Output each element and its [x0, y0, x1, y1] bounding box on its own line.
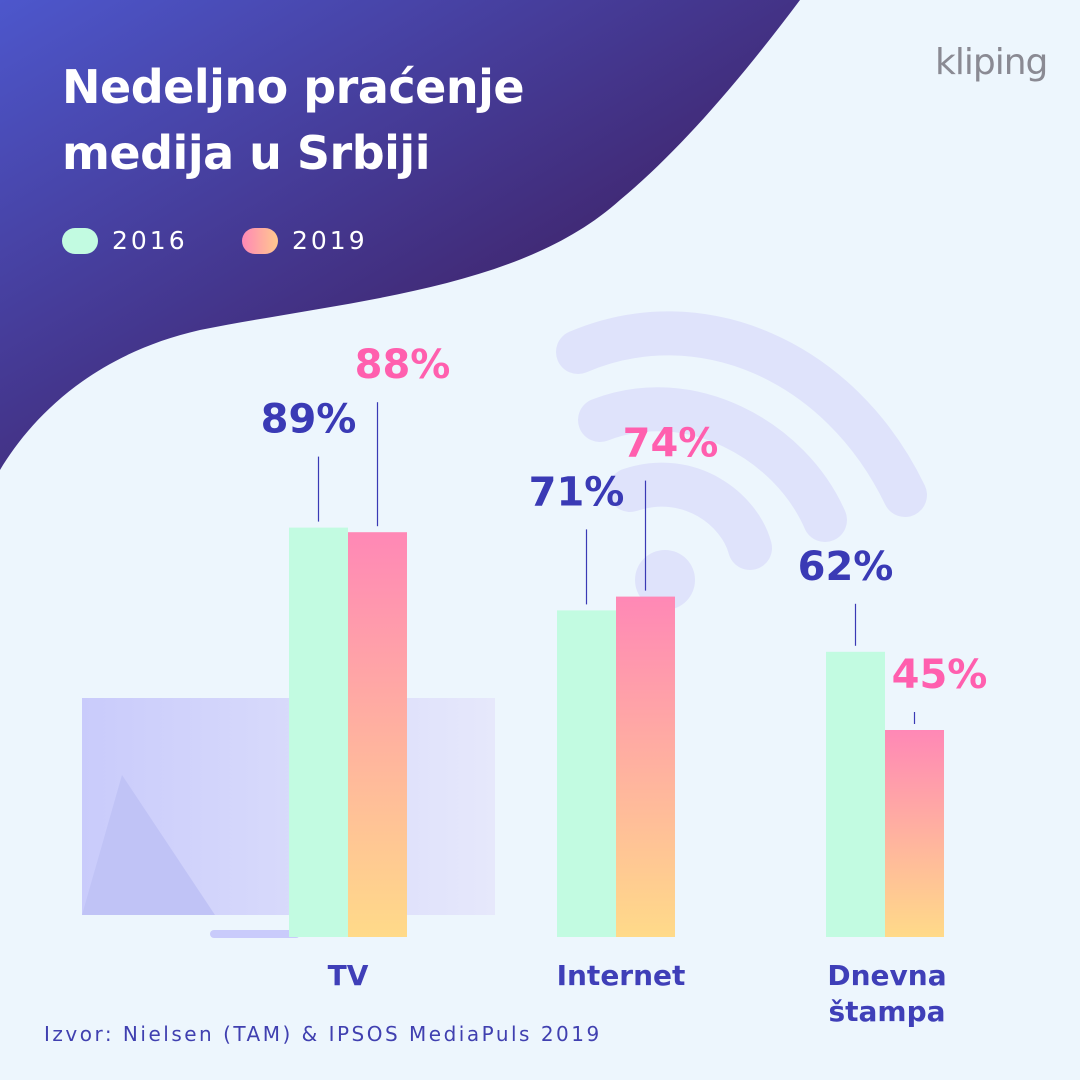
value-label: 88% — [355, 342, 451, 388]
value-label: 62% — [798, 544, 894, 590]
bar — [885, 730, 944, 937]
legend-item: 2019 — [242, 226, 368, 255]
tv-decor — [210, 930, 300, 938]
legend-swatch — [242, 227, 278, 254]
bar — [557, 610, 616, 937]
wifi-decor — [556, 311, 927, 570]
bar — [348, 532, 407, 937]
legend-item: 2016 — [62, 226, 188, 255]
title: Nedeljno praćenje medija u Srbiji — [62, 60, 525, 180]
bar — [616, 596, 675, 937]
value-label: 71% — [529, 469, 625, 515]
source: Izvor: Nielsen (TAM) & IPSOS MediaPuls 2… — [44, 1022, 602, 1046]
legend-label: 2016 — [112, 226, 188, 255]
header-shape — [0, 0, 800, 470]
legend-swatch — [62, 227, 98, 254]
tv-decor — [82, 775, 215, 915]
category-label: Internet — [556, 959, 686, 992]
value-label: 45% — [892, 652, 988, 698]
bar — [826, 651, 885, 937]
value-label: 74% — [623, 421, 719, 467]
category-label: TV — [327, 959, 369, 992]
value-label: 89% — [261, 397, 357, 443]
wifi-dot — [635, 550, 695, 610]
category-label: Dnevna štampa — [827, 959, 947, 1028]
logo: kliping — [935, 42, 1048, 83]
bar — [289, 527, 348, 937]
legend-label: 2019 — [292, 226, 368, 255]
